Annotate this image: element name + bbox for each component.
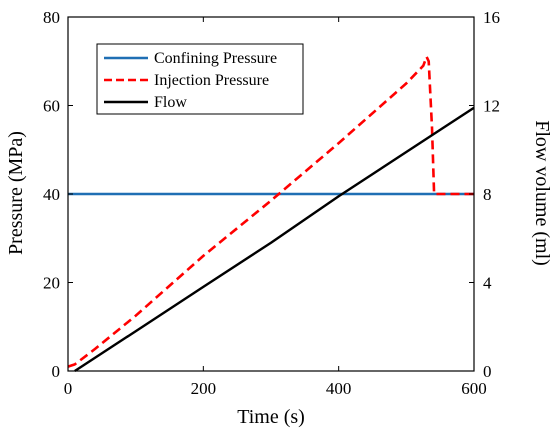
x-tick-label: 0: [64, 379, 73, 398]
y-axis-label-right: Flow volume (ml): [531, 120, 550, 266]
x-tick-label: 400: [326, 379, 352, 398]
x-tick-label: 200: [191, 379, 217, 398]
legend: Confining Pressure Injection Pressure Flow: [96, 43, 304, 115]
legend-label: Confining Pressure: [154, 50, 277, 67]
y-tick-label-left: 0: [52, 362, 61, 381]
legend-label: Flow: [154, 94, 187, 111]
y-tick-label-left: 60: [43, 97, 60, 116]
y-tick-label-left: 20: [43, 274, 60, 293]
y-tick-label-left: 40: [43, 185, 60, 204]
y-tick-label-right: 12: [483, 97, 500, 116]
legend-label: Injection Pressure: [154, 72, 269, 89]
series-line-injection-pressure: [67, 55, 474, 368]
y-tick-label-right: 16: [483, 8, 500, 27]
x-tick-label: 600: [461, 379, 487, 398]
y-tick-label-right: 8: [483, 185, 492, 204]
x-axis-label: Time (s): [237, 406, 305, 428]
y-tick-label-right: 0: [483, 362, 492, 381]
y-axis-label-left: Pressure (MPa): [5, 131, 27, 255]
y-tick-label-right: 4: [483, 274, 492, 293]
series-line-flow: [74, 106, 475, 373]
series-layer: [67, 55, 475, 373]
y-tick-label-left: 80: [43, 8, 60, 27]
